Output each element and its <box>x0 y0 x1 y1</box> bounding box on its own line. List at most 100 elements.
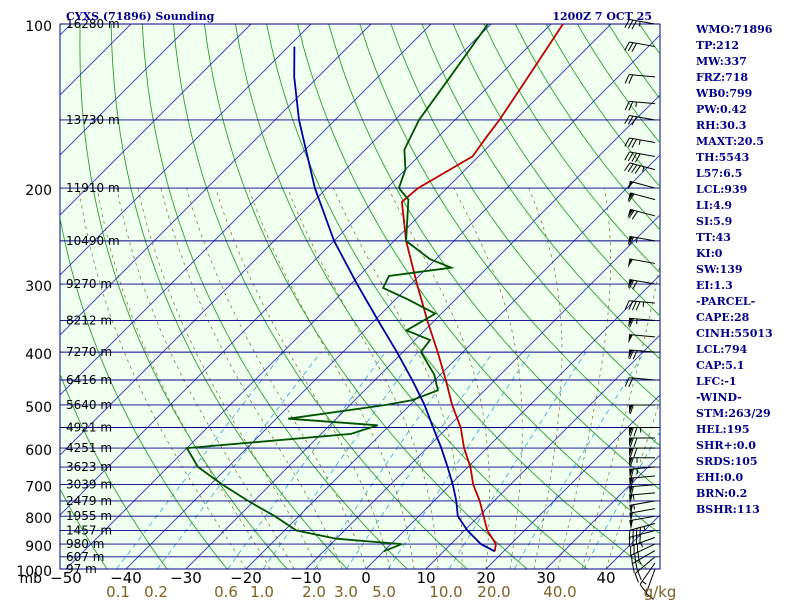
pressure-tick-label: 900 <box>25 539 52 555</box>
wind-barb-staff <box>629 18 656 25</box>
wind-barb-feather <box>631 211 639 220</box>
wind-barb <box>629 508 656 523</box>
wind-barb <box>627 192 656 203</box>
height-label: 97 m <box>66 562 97 576</box>
pressure-tick-label: 800 <box>25 511 52 527</box>
index-item: L57:6.5 <box>696 167 743 180</box>
index-item: SHR+:0.0 <box>696 439 756 452</box>
height-label: 7270 m <box>66 345 112 359</box>
wind-barb-half-feather <box>638 139 641 145</box>
moist-adiabat <box>581 262 660 569</box>
wind-barb-feather <box>629 318 634 328</box>
index-item: BRN:0.2 <box>696 487 748 500</box>
pressure-tick-label: 700 <box>25 480 52 496</box>
index-item: CAP:5.1 <box>696 359 745 372</box>
temperature-tick-label: 30 <box>536 569 555 587</box>
wind-barb-feather <box>628 377 634 387</box>
temperature-tick-label: 10 <box>416 569 435 587</box>
index-item: CINH:55013 <box>696 327 773 340</box>
wind-barb <box>627 258 656 268</box>
isotherm-line <box>60 24 372 336</box>
wind-barb-feather <box>624 151 630 161</box>
wind-barb-flag <box>627 236 633 246</box>
height-label: 8212 m <box>66 314 112 328</box>
index-item: MW:337 <box>696 55 747 68</box>
wind-barb-staff <box>629 114 656 121</box>
mixing-ratio-label: 5.0 <box>372 583 396 600</box>
index-item: WMO:71896 <box>696 23 773 36</box>
temperature-tick-label: −30 <box>170 569 202 587</box>
height-label: 3039 m <box>66 478 112 492</box>
wind-barb-feather <box>631 164 638 173</box>
isotherm-line <box>185 94 660 569</box>
wind-barb <box>624 114 656 126</box>
index-item: -WIND- <box>696 391 742 404</box>
wind-barb-feather <box>628 530 631 540</box>
wind-barb-feather <box>632 301 637 311</box>
height-label: 5640 m <box>66 398 112 412</box>
wind-barb-flag <box>628 349 633 359</box>
wind-barb <box>629 437 655 448</box>
wind-barb-feather <box>624 19 630 29</box>
wind-barb-feather <box>631 152 638 162</box>
height-label: 6416 m <box>66 373 112 387</box>
isotherm-line <box>60 24 432 396</box>
index-item: KI:0 <box>696 247 723 260</box>
wind-barb-feather <box>632 280 638 290</box>
parcel-profile <box>293 46 496 553</box>
isotherm-line <box>485 394 660 569</box>
pressure-tick-label: 1000 <box>16 564 52 580</box>
index-item: LFC:-1 <box>696 375 737 388</box>
wind-barb-flag <box>629 404 633 414</box>
mixing-ratio-label: 40.0 <box>543 583 576 600</box>
mixing-ratio-label: 2.0 <box>302 583 326 600</box>
height-label: 2479 m <box>66 494 112 508</box>
wind-barb-flag <box>629 457 633 467</box>
wind-barb-half-feather <box>640 542 644 548</box>
wind-barb-feather <box>633 427 638 437</box>
wind-barb <box>629 404 655 415</box>
wind-barb-feather <box>624 41 630 51</box>
pressure-tick-label: 200 <box>25 183 52 199</box>
wind-barb-feather <box>637 571 642 581</box>
height-label: 9270 m <box>66 277 112 291</box>
wind-barb-feather <box>627 19 634 29</box>
wind-barb-feather <box>632 350 638 360</box>
wind-barb-feather <box>635 301 641 311</box>
wind-barbs <box>624 18 656 600</box>
wind-barb-feather <box>631 20 638 30</box>
index-item: TH:5543 <box>696 151 750 164</box>
wind-barb-staff <box>629 100 656 105</box>
wind-barb-feather <box>629 427 634 437</box>
isotherm-line <box>60 24 252 216</box>
wind-barb-staff <box>629 137 656 144</box>
index-item: EHI:0.0 <box>696 471 744 484</box>
wind-barb-flag <box>629 504 633 515</box>
wind-barb <box>630 536 656 556</box>
isotherm-line <box>125 34 660 569</box>
height-label: 607 m <box>66 550 104 564</box>
wind-barb-feather <box>629 437 634 448</box>
wind-barb <box>629 515 656 530</box>
wind-barb-feather <box>631 116 638 126</box>
wind-barb <box>634 556 656 583</box>
wind-barb <box>624 377 656 387</box>
wind-barb <box>627 180 656 191</box>
wind-barb-staff <box>631 543 656 556</box>
wind-barb-feather <box>635 153 641 163</box>
wind-barb-feather <box>628 193 635 203</box>
isotherms <box>60 24 660 569</box>
wind-barb <box>639 562 656 593</box>
wind-barb-feather <box>631 43 638 52</box>
isotherm-line <box>245 154 660 569</box>
sounding-datetime: 1200Z 7 OCT 25 <box>552 10 652 23</box>
mixing-ratio-label: 10.0 <box>429 583 462 600</box>
wind-barb-half-feather <box>633 504 636 510</box>
wind-barb-feather <box>624 74 630 84</box>
wind-barb-flag <box>627 258 633 268</box>
wind-barb <box>624 151 656 163</box>
index-item: BSHR:113 <box>696 503 760 516</box>
mixing-ratio-label: 0.6 <box>214 583 238 600</box>
